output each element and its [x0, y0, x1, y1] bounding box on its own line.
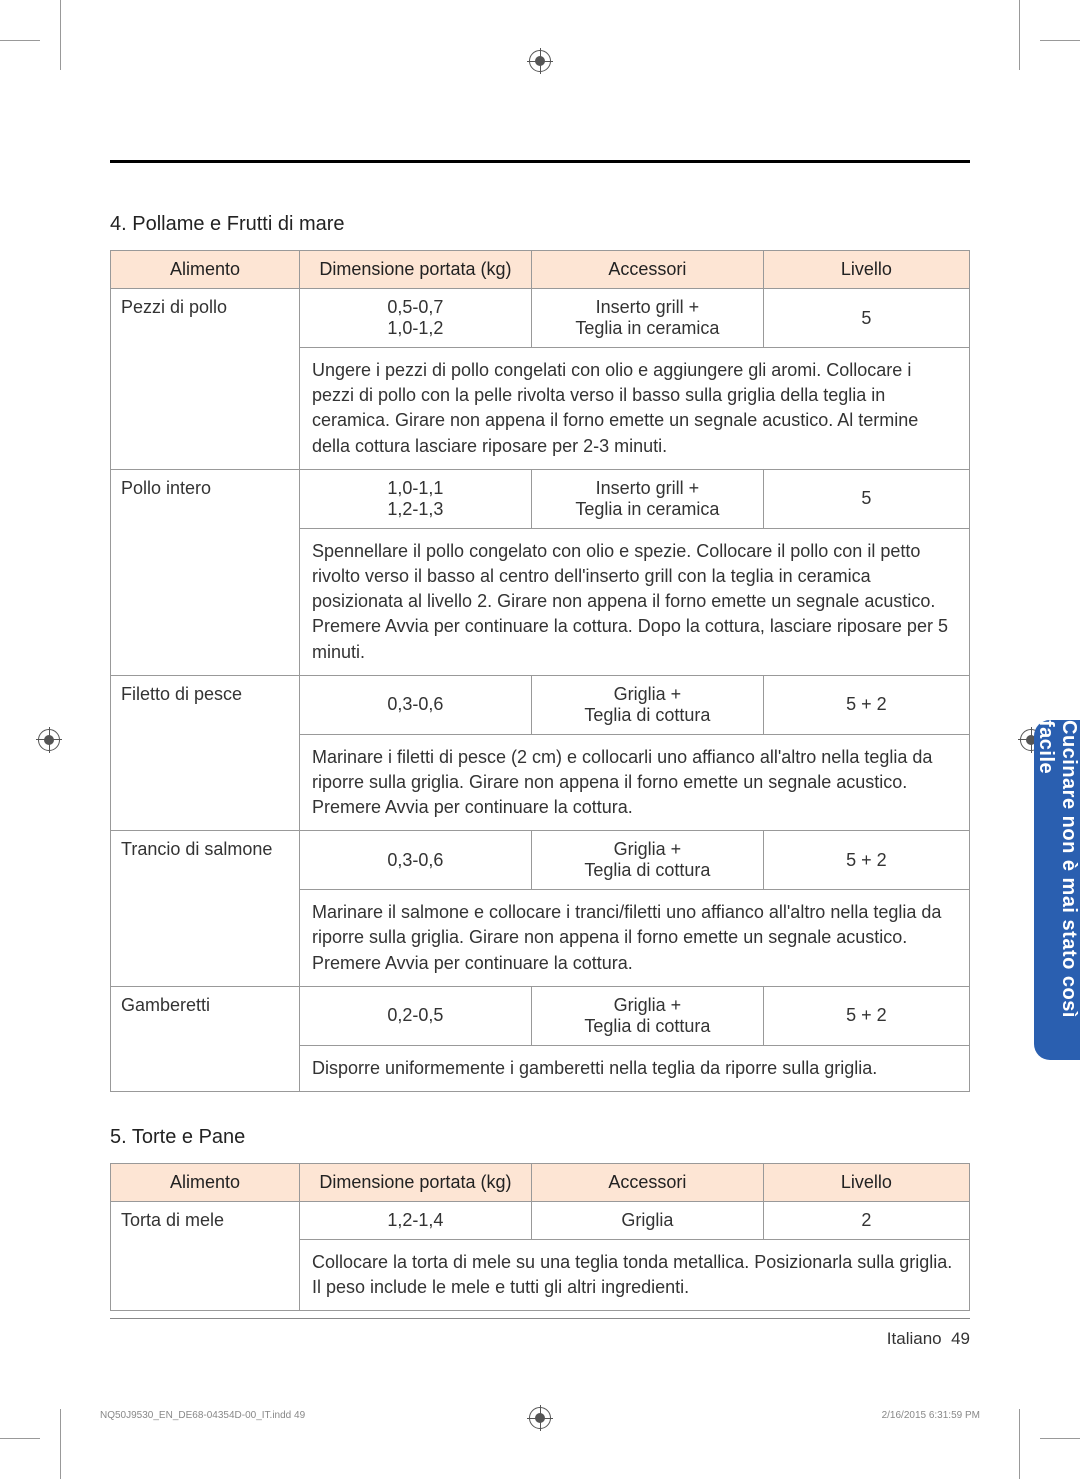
th-lvl: Livello	[763, 251, 969, 289]
cell-description: Ungere i pezzi di pollo congelati con ol…	[299, 348, 969, 470]
dim-value: 1,0-1,1	[387, 478, 443, 498]
cell-lvl: 5 + 2	[763, 675, 969, 734]
cell-acc: Griglia +Teglia di cottura	[531, 675, 763, 734]
dim-value: 0,5-0,7	[387, 297, 443, 317]
cooking-table-5: Alimento Dimensione portata (kg) Accesso…	[110, 1163, 970, 1311]
side-tab: Cucinare non è mai stato così facile	[1034, 720, 1080, 1060]
crop-mark	[60, 1409, 61, 1479]
cell-food: Gamberetti	[111, 986, 300, 1091]
acc-value: Griglia +	[614, 684, 682, 704]
table-row: Torta di mele 1,2-1,4 Griglia 2	[111, 1202, 970, 1240]
crop-mark	[1019, 0, 1020, 70]
cell-dim: 0,5-0,71,0-1,2	[299, 289, 531, 348]
cell-dim: 1,2-1,4	[299, 1202, 531, 1240]
section-title-5: 5. Torte e Pane	[110, 1126, 970, 1149]
cell-acc: Griglia	[531, 1202, 763, 1240]
footer-text: Italiano 49	[110, 1329, 970, 1349]
cell-dim: 1,0-1,11,2-1,3	[299, 469, 531, 528]
th-food: Alimento	[111, 251, 300, 289]
cell-dim: 0,2-0,5	[299, 986, 531, 1045]
acc-value: Griglia +	[614, 839, 682, 859]
cell-food: Trancio di salmone	[111, 831, 300, 987]
top-rule	[110, 160, 970, 163]
cell-food: Filetto di pesce	[111, 675, 300, 831]
cell-lvl: 5 + 2	[763, 831, 969, 890]
cell-food: Torta di mele	[111, 1202, 300, 1311]
cell-dim: 0,3-0,6	[299, 675, 531, 734]
th-dim: Dimensione portata (kg)	[299, 251, 531, 289]
table-row: Filetto di pesce 0,3-0,6 Griglia +Teglia…	[111, 675, 970, 734]
acc-value: Teglia di cottura	[584, 860, 710, 880]
crop-mark	[1040, 1438, 1080, 1439]
print-footer-right: 2/16/2015 6:31:59 PM	[882, 1410, 980, 1421]
acc-value: Teglia di cottura	[584, 1016, 710, 1036]
registration-mark	[38, 729, 60, 751]
table-header-row: Alimento Dimensione portata (kg) Accesso…	[111, 1164, 970, 1202]
cell-food: Pollo intero	[111, 469, 300, 675]
crop-mark	[0, 40, 40, 41]
page-content: 4. Pollame e Frutti di mare Alimento Dim…	[110, 100, 970, 1379]
page-footer: Italiano 49	[110, 1318, 970, 1349]
cell-description: Marinare il salmone e collocare i tranci…	[299, 890, 969, 987]
table-row: Pezzi di pollo 0,5-0,71,0-1,2 Inserto gr…	[111, 289, 970, 348]
cell-lvl: 5	[763, 289, 969, 348]
footer-rule	[110, 1318, 970, 1319]
cell-food: Pezzi di pollo	[111, 289, 300, 470]
print-footer: NQ50J9530_EN_DE68-04354D-00_IT.indd 49 2…	[100, 1410, 980, 1421]
cell-description: Disporre uniformemente i gamberetti nell…	[299, 1045, 969, 1091]
acc-value: Inserto grill +	[596, 478, 700, 498]
dim-value: 1,0-1,2	[387, 318, 443, 338]
footer-page: 49	[951, 1329, 970, 1348]
side-tab-label: Cucinare non è mai stato così facile	[1034, 720, 1080, 1060]
acc-value: Teglia di cottura	[584, 705, 710, 725]
th-dim: Dimensione portata (kg)	[299, 1164, 531, 1202]
th-food: Alimento	[111, 1164, 300, 1202]
cell-acc: Griglia +Teglia di cottura	[531, 831, 763, 890]
table-row: Gamberetti 0,2-0,5 Griglia +Teglia di co…	[111, 986, 970, 1045]
th-acc: Accessori	[531, 251, 763, 289]
print-footer-left: NQ50J9530_EN_DE68-04354D-00_IT.indd 49	[100, 1410, 305, 1421]
table-row: Trancio di salmone 0,3-0,6 Griglia +Tegl…	[111, 831, 970, 890]
cell-lvl: 5 + 2	[763, 986, 969, 1045]
cell-description: Marinare i filetti di pesce (2 cm) e col…	[299, 734, 969, 831]
footer-lang: Italiano	[887, 1329, 942, 1348]
acc-value: Inserto grill +	[596, 297, 700, 317]
cell-lvl: 5	[763, 469, 969, 528]
cell-description: Spennellare il pollo congelato con olio …	[299, 528, 969, 675]
crop-mark	[1019, 1409, 1020, 1479]
acc-value: Teglia in ceramica	[575, 318, 719, 338]
cell-dim: 0,3-0,6	[299, 831, 531, 890]
dim-value: 1,2-1,3	[387, 499, 443, 519]
acc-value: Griglia +	[614, 995, 682, 1015]
cooking-table-4: Alimento Dimensione portata (kg) Accesso…	[110, 250, 970, 1092]
cell-acc: Inserto grill +Teglia in ceramica	[531, 469, 763, 528]
section-title-4: 4. Pollame e Frutti di mare	[110, 213, 970, 236]
cell-acc: Inserto grill +Teglia in ceramica	[531, 289, 763, 348]
cell-lvl: 2	[763, 1202, 969, 1240]
cell-description: Collocare la torta di mele su una teglia…	[299, 1240, 969, 1311]
th-acc: Accessori	[531, 1164, 763, 1202]
cell-acc: Griglia +Teglia di cottura	[531, 986, 763, 1045]
table-header-row: Alimento Dimensione portata (kg) Accesso…	[111, 251, 970, 289]
registration-mark	[529, 50, 551, 72]
acc-value: Teglia in ceramica	[575, 499, 719, 519]
th-lvl: Livello	[763, 1164, 969, 1202]
table-row: Pollo intero 1,0-1,11,2-1,3 Inserto gril…	[111, 469, 970, 528]
crop-mark	[1040, 40, 1080, 41]
crop-mark	[0, 1438, 40, 1439]
crop-mark	[60, 0, 61, 70]
